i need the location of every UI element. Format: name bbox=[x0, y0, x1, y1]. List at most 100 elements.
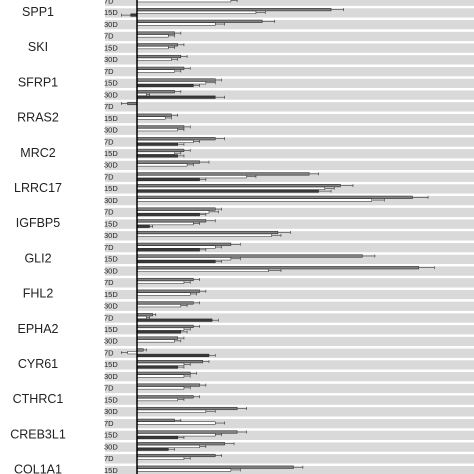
band-igfbp5-30d bbox=[105, 231, 474, 241]
gene-label-spp1: SPP1 bbox=[22, 5, 54, 19]
gene-label-igfbp5: IGFBP5 bbox=[16, 216, 61, 230]
band-cyr61-30d bbox=[105, 372, 474, 382]
bar-creb3l1-15d-s1 bbox=[136, 430, 238, 434]
timepoint-label-igfbp5-7d: 7D bbox=[104, 208, 114, 217]
bar-gli2-7d-s1 bbox=[136, 242, 232, 246]
bar-cyr61-15d-s1 bbox=[136, 360, 203, 364]
bar-creb3l1-15d-s2 bbox=[136, 433, 216, 437]
bar-cyr61-7d-s2 bbox=[127, 351, 138, 355]
timepoint-label-creb3l1-15d: 15D bbox=[104, 431, 118, 440]
bar-rras2-15d-s2 bbox=[136, 116, 166, 120]
bar-col1a1-7d-s2 bbox=[136, 456, 185, 460]
timepoint-label-igfbp5-15d: 15D bbox=[104, 219, 118, 228]
band-ski-7d bbox=[105, 31, 474, 42]
band-sfrp1-7d bbox=[105, 67, 474, 77]
timepoint-label-lrrc17-15d: 15D bbox=[104, 184, 118, 193]
band-fhl2-15d bbox=[105, 289, 474, 300]
bar-gli2-15d-s2 bbox=[136, 257, 232, 261]
bar-creb3l1-7d-s2 bbox=[136, 421, 216, 425]
timepoint-label-gli2-7d: 7D bbox=[104, 243, 114, 252]
band-cthrc1-15d bbox=[105, 395, 474, 405]
bar-cthrc1-30d-s1 bbox=[136, 406, 238, 411]
bar-sfrp1-7d-s1 bbox=[136, 66, 185, 70]
bar-lrrc17-15d-s3 bbox=[136, 189, 319, 193]
timepoint-label-spp1-7d: 7D bbox=[104, 0, 114, 6]
bar-spp1-7d-s2 bbox=[136, 0, 232, 3]
bar-cthrc1-7d-s2 bbox=[136, 386, 185, 390]
bar-creb3l1-15d-s3 bbox=[136, 435, 178, 440]
band-cthrc1-7d bbox=[105, 383, 474, 394]
bar-col1a1-15d-s2 bbox=[136, 468, 232, 472]
timepoint-label-fhl2-7d: 7D bbox=[104, 278, 114, 287]
bar-ski-15d-s1 bbox=[136, 43, 178, 47]
bar-creb3l1-30d-s1 bbox=[136, 442, 225, 446]
band-igfbp5-7d bbox=[105, 207, 474, 218]
bar-mrc2-7d-s3 bbox=[136, 142, 178, 146]
timepoint-label-lrrc17-7d: 7D bbox=[104, 173, 114, 182]
labels-layer: SPP1 7D 15D 30D SKI 7D 15D 30D SFRP1 7D 15D 30D RRAS… bbox=[10, 0, 118, 474]
bar-igfbp5-15d-s3 bbox=[136, 224, 150, 228]
timepoint-label-sfrp1-30d: 30D bbox=[104, 90, 118, 99]
bar-rras2-30d-s1 bbox=[136, 125, 185, 129]
band-sfrp1-30d bbox=[105, 90, 474, 100]
bar-cthrc1-30d-s2 bbox=[136, 409, 207, 413]
gene-label-epha2: EPHA2 bbox=[18, 322, 59, 336]
bar-fhl2-30d-s2 bbox=[136, 304, 182, 308]
timepoint-label-cyr61-15d: 15D bbox=[104, 360, 118, 369]
band-epha2-7d bbox=[105, 313, 474, 323]
bar-sfrp1-15d-s3 bbox=[136, 83, 194, 88]
timepoint-label-fhl2-30d: 30D bbox=[104, 302, 118, 311]
timepoint-label-mrc2-30d: 30D bbox=[104, 161, 118, 170]
bar-spp1-30d-s1 bbox=[136, 19, 263, 23]
timepoint-label-igfbp5-30d: 30D bbox=[104, 231, 118, 240]
bar-cyr61-7d-s3 bbox=[136, 353, 210, 357]
bar-fhl2-15d-s2 bbox=[136, 292, 191, 296]
band-creb3l1-7d bbox=[105, 419, 474, 429]
timepoint-label-cthrc1-7d: 7D bbox=[104, 384, 114, 393]
band-cthrc1-30d bbox=[105, 407, 474, 417]
bar-creb3l1-30d-s2 bbox=[136, 444, 200, 448]
bar-igfbp5-30d-s2 bbox=[136, 233, 272, 237]
band-spp1-30d bbox=[105, 20, 474, 30]
bar-epha2-30d-s2 bbox=[136, 339, 175, 343]
bar-spp1-15d-s2 bbox=[136, 10, 257, 14]
band-rras2-7d bbox=[105, 102, 474, 112]
band-spp1-7d bbox=[105, 0, 474, 6]
bar-gli2-15d-s3 bbox=[136, 259, 216, 264]
bar-epha2-7d-s3 bbox=[136, 318, 213, 322]
bar-mrc2-15d-s1 bbox=[136, 148, 185, 152]
bar-fhl2-7d-s1 bbox=[136, 277, 194, 282]
bar-epha2-30d-s1 bbox=[136, 336, 178, 340]
bar-ski-15d-s2 bbox=[136, 46, 169, 50]
band-epha2-30d bbox=[105, 336, 474, 347]
gene-label-mrc2: MRC2 bbox=[20, 146, 55, 160]
bar-spp1-15d-s3 bbox=[130, 13, 138, 17]
bar-sfrp1-30d-s3 bbox=[136, 95, 216, 99]
band-rras2-30d bbox=[105, 125, 474, 135]
gene-label-ski: SKI bbox=[28, 40, 48, 54]
band-rras2-15d bbox=[105, 113, 474, 124]
timepoint-label-sfrp1-7d: 7D bbox=[104, 67, 114, 76]
gene-label-col1a1: COL1A1 bbox=[14, 463, 62, 474]
bar-lrrc17-30d-s2 bbox=[136, 198, 372, 202]
timepoint-label-spp1-30d: 30D bbox=[104, 20, 118, 29]
band-cyr61-7d bbox=[105, 348, 474, 358]
timepoint-label-gli2-30d: 30D bbox=[104, 266, 118, 275]
bar-gli2-15d-s1 bbox=[136, 254, 363, 258]
bar-igfbp5-7d-s2 bbox=[136, 210, 210, 214]
bar-sfrp1-15d-s1 bbox=[136, 78, 216, 82]
band-gli2-7d bbox=[105, 243, 474, 253]
bar-mrc2-15d-s3 bbox=[136, 154, 178, 158]
bar-gli2-7d-s2 bbox=[136, 245, 216, 249]
band-epha2-15d bbox=[105, 325, 474, 335]
gene-label-cthrc1: CTHRC1 bbox=[13, 392, 64, 406]
timepoint-label-cyr61-7d: 7D bbox=[104, 349, 114, 358]
band-mrc2-7d bbox=[105, 137, 474, 147]
timepoint-label-epha2-30d: 30D bbox=[104, 337, 118, 346]
bar-rras2-7d-s1 bbox=[127, 101, 138, 106]
bar-mrc2-7d-s2 bbox=[136, 139, 194, 143]
bar-gli2-30d-s1 bbox=[136, 266, 419, 270]
bar-epha2-7d-s2 bbox=[136, 315, 147, 319]
bar-creb3l1-7d-s1 bbox=[136, 418, 175, 422]
timepoint-label-cyr61-30d: 30D bbox=[104, 372, 118, 381]
